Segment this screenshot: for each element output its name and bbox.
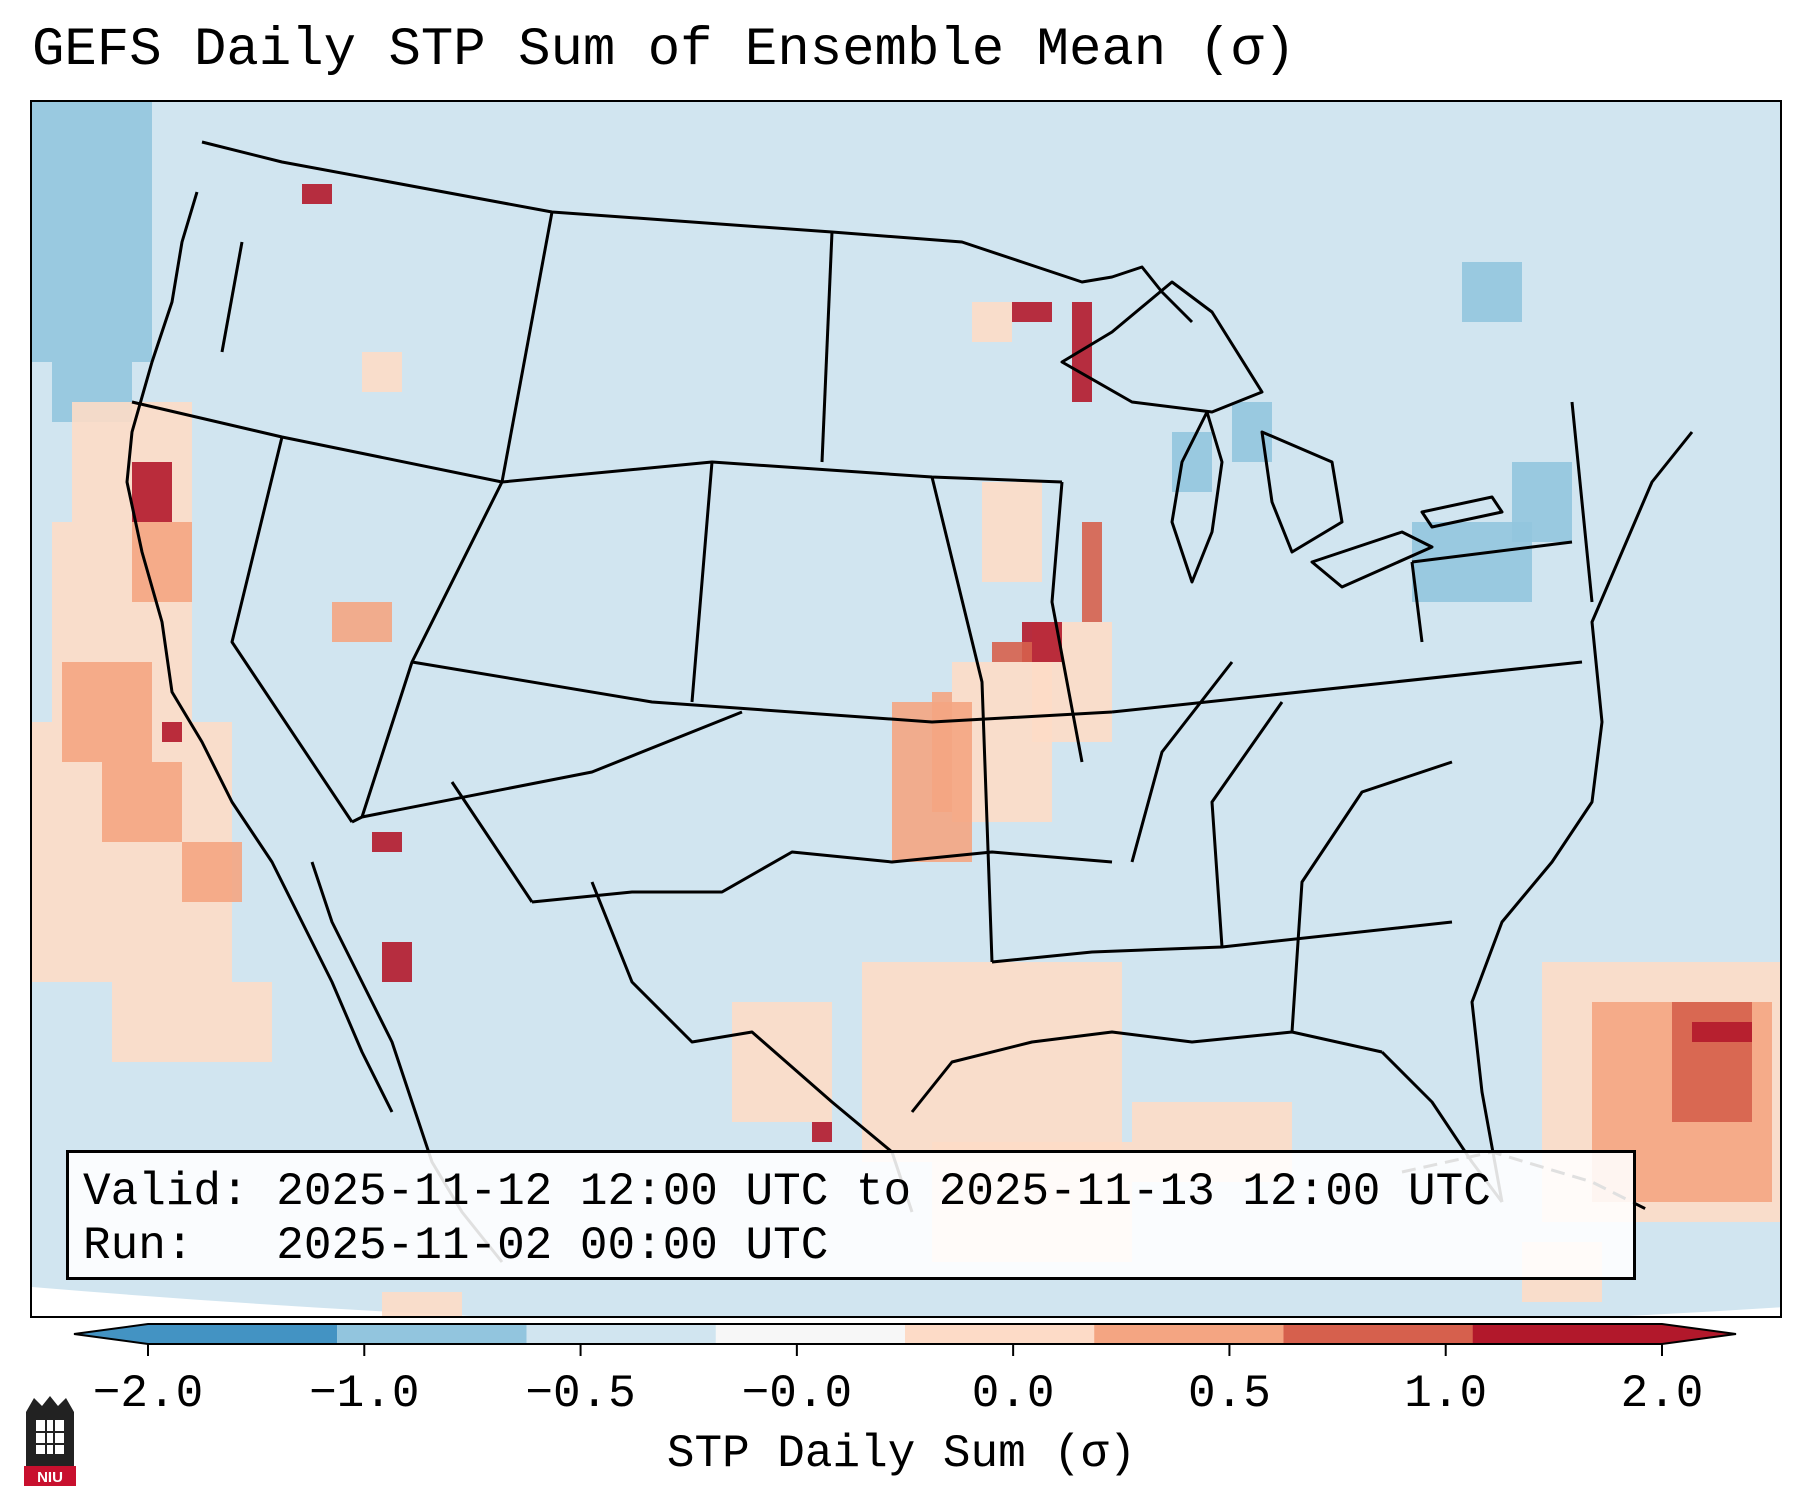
anomaly-cell [1462, 262, 1522, 322]
state-line-12 [930, 476, 994, 963]
colorbar-tick-label: 1.0 [1404, 1368, 1488, 1420]
anomaly-cell [62, 662, 152, 762]
state-line-9 [351, 710, 743, 824]
colorbar-tick-label: 2.0 [1620, 1368, 1704, 1420]
state-line-17 [1210, 701, 1284, 948]
map-panel [30, 100, 1782, 1318]
anomaly-cell [302, 184, 332, 204]
anomaly-cell [972, 302, 1012, 342]
lake-erie [1310, 530, 1434, 589]
colorbar-tick-label: −2.0 [92, 1368, 204, 1420]
state-line-18 [1290, 760, 1453, 1033]
colorbar-segment [715, 1324, 906, 1344]
state-line-13 [1050, 481, 1084, 763]
anomaly-cell [1082, 522, 1102, 622]
anomaly-cell [162, 722, 182, 742]
anomaly-cell [332, 602, 392, 642]
anomaly-cell [182, 842, 242, 902]
state-line-19 [1411, 540, 1573, 564]
state-line-1 [220, 241, 244, 353]
valid-time-text: Valid: 2025-11-12 12:00 UTC to 2025-11-1… [83, 1166, 1491, 1218]
state-line-8 [411, 660, 1113, 724]
state-line-3 [230, 436, 354, 823]
anomaly-cell [382, 942, 412, 982]
colorbar-segments [73, 1323, 1737, 1356]
anomaly-cell [372, 832, 402, 852]
anomaly-cell [812, 1122, 832, 1142]
map-title: GEFS Daily STP Sum of Ensemble Mean (σ) [32, 20, 1296, 81]
anomaly-cell [1012, 302, 1052, 322]
lake-ontario [1420, 495, 1504, 529]
colorbar-segment [1094, 1324, 1284, 1344]
colorbar-tick-label: 0.0 [971, 1368, 1055, 1420]
anomaly-cell [132, 462, 172, 522]
anomaly-cell [1072, 302, 1092, 402]
state-line-7 [690, 461, 714, 703]
colorbar [73, 1323, 1737, 1356]
state-line-21 [1570, 401, 1594, 603]
anomaly-cell [102, 762, 182, 842]
anomaly-cell [132, 522, 192, 602]
colorbar-tick-label: −0.5 [525, 1368, 636, 1420]
east-coast [1470, 431, 1694, 1203]
colorbar-segment [1283, 1324, 1474, 1344]
anomaly-cells [32, 102, 1780, 1316]
colorbar-tick-label: −0.0 [741, 1368, 853, 1420]
state-line-15 [1111, 660, 1583, 714]
state-line-16 [1130, 661, 1234, 863]
anomaly-cell [112, 982, 272, 1062]
anomaly-cell [932, 692, 952, 812]
anomaly-cell [992, 642, 1032, 662]
anomaly-cell [1412, 522, 1532, 602]
state-line-5 [500, 211, 554, 483]
state-line-6 [820, 231, 834, 463]
colorbar-label: STP Daily Sum (σ) [666, 1428, 1137, 1480]
anomaly-cell [862, 962, 1122, 1162]
anomaly-cell [732, 1002, 832, 1122]
colorbar-segment [905, 1324, 1095, 1344]
state-line-10 [450, 781, 534, 903]
logo-text: NIU [37, 1469, 63, 1486]
run-time-text: Run: 2025-11-02 00:00 UTC [83, 1220, 829, 1272]
colorbar-segment [526, 1324, 717, 1344]
state-line-20 [1410, 561, 1424, 643]
colorbar-tick-label: 0.5 [1188, 1368, 1271, 1420]
state-line-2 [131, 400, 1063, 484]
lake-superior [1060, 280, 1264, 414]
map-canvas [32, 102, 1780, 1316]
colorbar-segment [1472, 1324, 1736, 1344]
west-coast [125, 191, 394, 1113]
anomaly-cell [1692, 1022, 1752, 1042]
niu-logo: NIU [24, 1396, 76, 1486]
lake-michigan [1170, 410, 1224, 584]
anomaly-cell [1672, 1002, 1752, 1122]
colorbar-tick-label: −1.0 [309, 1368, 420, 1420]
colorbar-segment [74, 1324, 338, 1344]
state-line-11 [531, 850, 1113, 904]
anomaly-cell [362, 352, 402, 392]
lake-huron [1260, 430, 1344, 554]
anomaly-cell [32, 102, 152, 362]
valid-run-info-box: Valid: 2025-11-12 12:00 UTC to 2025-11-1… [66, 1150, 1636, 1280]
state-line-14 [991, 920, 1453, 964]
anomaly-cell [382, 1292, 462, 1316]
anomaly-cell [982, 482, 1042, 582]
canada-border [201, 140, 1194, 324]
colorbar-segment [337, 1324, 527, 1344]
